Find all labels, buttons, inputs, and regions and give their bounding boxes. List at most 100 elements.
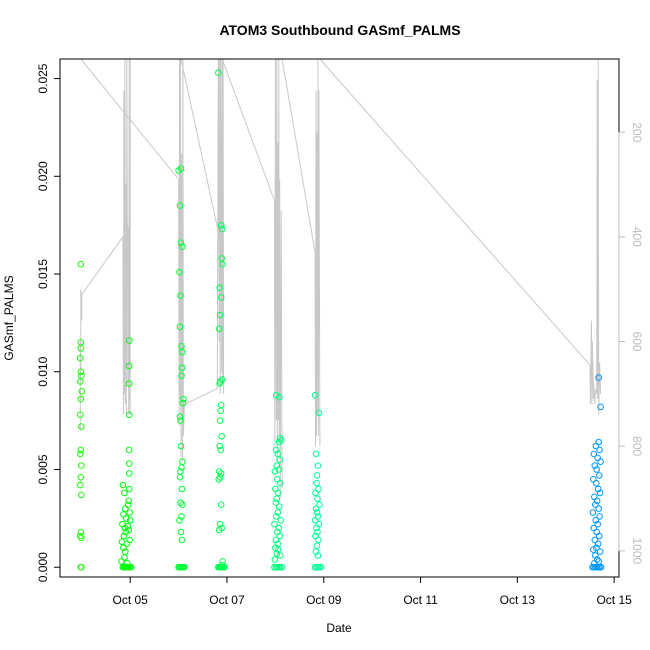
data-point	[121, 489, 128, 497]
data-point	[176, 474, 184, 481]
altitude-line	[81, 236, 124, 295]
altitude-line	[281, 59, 316, 253]
secondary-y-tick-label: 1000	[630, 537, 644, 564]
x-tick-label: Oct 11	[403, 593, 438, 607]
data-point	[274, 509, 282, 516]
data-point	[591, 493, 598, 501]
data-point	[593, 497, 601, 505]
data-point	[591, 462, 599, 469]
data-point	[314, 513, 322, 520]
data-point	[316, 501, 323, 509]
data-point	[594, 520, 602, 528]
data-point	[276, 456, 284, 464]
data-point	[271, 468, 279, 475]
data-point	[271, 556, 279, 563]
data-point	[77, 345, 85, 352]
data-point	[275, 393, 283, 401]
data-point	[216, 311, 224, 319]
data-point	[179, 243, 186, 250]
data-point	[312, 505, 320, 512]
data-point	[276, 479, 284, 487]
data-point	[273, 446, 280, 454]
data-point	[178, 464, 185, 471]
data-point	[77, 368, 85, 376]
data-point	[77, 395, 85, 403]
data-point	[273, 550, 281, 557]
data-point	[127, 563, 135, 571]
data-point	[275, 466, 283, 473]
data-point	[218, 225, 226, 233]
data-point	[314, 528, 321, 536]
x-axis: Oct 05 Oct 07 Oct 09 Oct 11 Oct 13 Oct 15	[112, 577, 632, 607]
data-point	[271, 520, 278, 528]
data-point	[314, 462, 322, 469]
data-point	[590, 450, 598, 458]
data-point	[219, 260, 226, 268]
altitude-line	[80, 59, 179, 180]
data-point	[595, 438, 603, 446]
data-point	[215, 526, 223, 534]
data-point	[594, 540, 602, 548]
altitude-line	[178, 59, 185, 462]
data-point	[312, 548, 320, 555]
data-point	[595, 374, 603, 381]
data-point	[592, 552, 599, 559]
data-point	[78, 534, 85, 542]
data-point	[78, 423, 85, 430]
data-point	[314, 495, 321, 503]
y-tick-label: 0.005	[36, 454, 50, 484]
data-point	[595, 505, 603, 512]
data-point	[77, 411, 84, 419]
data-point	[216, 380, 223, 387]
data-point	[595, 472, 603, 479]
data-point	[312, 489, 319, 497]
data-point	[593, 479, 600, 487]
data-point	[273, 495, 281, 503]
altitude-track	[79, 59, 602, 499]
data-point	[221, 563, 228, 571]
data-point	[276, 563, 284, 571]
data-point	[592, 517, 600, 524]
data-point	[594, 485, 602, 493]
data-point	[315, 409, 323, 417]
y-axis: 0.000 0.005 0.010 0.015 0.020 0.025	[36, 63, 60, 582]
data-point	[125, 411, 133, 419]
data-point	[313, 479, 320, 487]
secondary-y-tick-label: 800	[630, 436, 644, 456]
data-point	[274, 450, 282, 458]
data-point	[217, 446, 224, 454]
data-point	[178, 372, 185, 380]
data-point	[217, 294, 225, 301]
data-point	[273, 513, 280, 520]
data-point	[120, 532, 128, 540]
data-point	[272, 536, 280, 544]
data-point	[591, 536, 599, 544]
data-point	[215, 476, 222, 483]
data-point	[272, 485, 279, 493]
data-point	[596, 513, 603, 520]
data-point	[125, 526, 132, 534]
data-point	[178, 536, 186, 544]
data-point	[276, 552, 284, 559]
data-point	[592, 501, 599, 509]
data-point	[179, 501, 186, 509]
data-point	[216, 474, 224, 481]
y-axis-title: GASmf_PALMS	[2, 275, 16, 360]
data-point	[78, 388, 86, 395]
data-point	[176, 413, 184, 421]
data-point	[77, 260, 85, 268]
data-point	[311, 391, 319, 399]
data-point	[78, 462, 85, 469]
data-point	[121, 554, 128, 561]
data-point	[125, 337, 133, 344]
data-point	[596, 489, 604, 497]
data-point	[123, 515, 130, 522]
data-point	[217, 470, 225, 477]
chart-title: ATOM3 Southbound GASmf_PALMS	[219, 22, 460, 38]
data-point	[275, 438, 283, 446]
data-point	[120, 544, 127, 552]
y-tick-label: 0.010	[36, 356, 50, 386]
data-point	[313, 524, 320, 532]
data-point	[596, 446, 603, 454]
data-point	[217, 221, 225, 229]
